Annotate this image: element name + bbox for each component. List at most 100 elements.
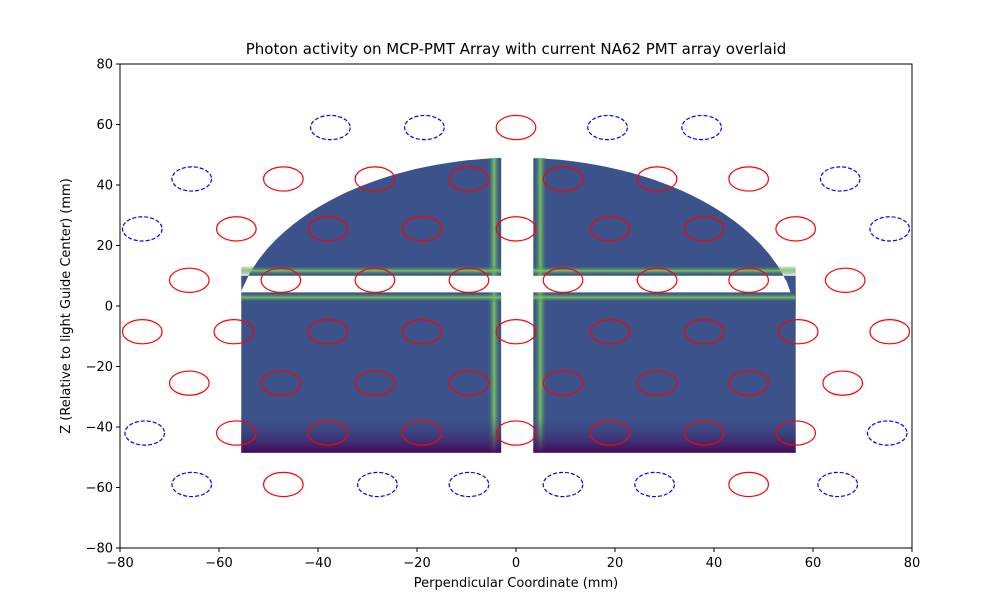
y-axis-ticks: 80 60 40 20 0 −20 −40 −60 −80: [86, 58, 120, 557]
pmt-circle-solid: [121, 319, 163, 345]
pmt-circle-solid: [495, 114, 537, 141]
pmt-circle-solid: [262, 471, 304, 498]
pmt-circle-solid: [495, 319, 537, 345]
pmt-circle-solid: [775, 420, 817, 446]
pmt-circle-dashed: [357, 471, 398, 498]
heatmap-quadrant-upper-left: [241, 157, 502, 291]
pmt-circle-solid: [542, 267, 584, 293]
pmt-circle-solid: [215, 420, 257, 446]
pmt-circle-solid: [448, 267, 490, 293]
pmt-circle-dashed: [309, 114, 351, 141]
pmt-circle-solid: [262, 166, 304, 192]
pmt-circle-solid: [824, 267, 866, 293]
pmt-circle-solid: [542, 166, 584, 192]
pmt-circle-solid: [683, 420, 725, 446]
pmt-circle-dashed: [869, 216, 911, 242]
pmt-circle-solid: [401, 216, 443, 242]
y-tick-label: −20: [86, 360, 113, 375]
heatmap-vertical-strip: [533, 157, 548, 276]
pmt-circle-dashed: [121, 216, 163, 242]
pmt-circle-solid: [448, 166, 490, 192]
pmt-circle-solid: [495, 420, 537, 446]
pmt-circle-dashed: [171, 166, 213, 192]
x-tick-label: 80: [904, 556, 921, 571]
heatmap-horizontal-strip: [533, 265, 796, 276]
pmt-circle-solid: [448, 370, 490, 396]
x-tick-label: −40: [304, 556, 331, 571]
chart-title: Photon activity on MCP-PMT Array with cu…: [246, 40, 787, 58]
y-tick-label: 60: [96, 118, 113, 133]
pmt-circle-solid: [215, 216, 257, 242]
heatmap-quadrant-upper-right: [533, 157, 796, 308]
y-tick-label: −60: [86, 481, 113, 496]
heatmap-bottom-falloff: [533, 414, 796, 453]
y-tick-label: 0: [105, 300, 113, 315]
pmt-circle-solid: [777, 319, 819, 345]
heatmap-vertical-strip: [487, 157, 502, 276]
pmt-overlay: [121, 114, 911, 498]
pmt-circle-solid: [636, 166, 678, 192]
x-tick-label: 20: [607, 556, 624, 571]
heatmap-vertical-strip: [533, 292, 548, 453]
pmt-circle-dashed: [634, 471, 675, 498]
pmt-circle-solid: [260, 370, 302, 396]
pmt-circle-solid: [307, 319, 349, 345]
pmt-circle-solid: [168, 370, 210, 396]
heatmap-bottom-falloff: [241, 414, 502, 453]
heatmap-quadrant-fill: [533, 292, 796, 453]
pmt-circle-solid: [683, 319, 725, 345]
pmt-circle-solid: [260, 267, 302, 293]
pmt-circle-dashed: [819, 166, 861, 192]
pmt-circle-solid: [589, 420, 631, 446]
heatmap-quadrant-fill: [533, 158, 796, 308]
pmt-circle-solid: [307, 216, 349, 242]
pmt-circle-solid: [307, 420, 349, 446]
x-tick-label: 40: [706, 556, 723, 571]
pmt-circle-solid: [542, 370, 584, 396]
pmt-circle-solid: [589, 216, 631, 242]
pmt-circle-solid: [728, 166, 770, 192]
heatmap-horizontal-strip: [241, 292, 502, 303]
pmt-circle-solid: [168, 267, 210, 293]
pmt-circle-solid: [728, 370, 770, 396]
pmt-circle-solid: [354, 166, 396, 192]
pmt-circle-dashed: [866, 420, 908, 446]
pmt-circle-solid: [728, 267, 770, 293]
heatmap-quadrant-fill: [241, 158, 502, 291]
pmt-circle-solid: [822, 370, 864, 396]
heatmap-layer: [241, 157, 796, 453]
pmt-circle-dashed: [587, 114, 628, 141]
pmt-circle-solid: [354, 370, 396, 396]
heatmap-quadrant-fill: [241, 292, 502, 453]
pmt-circle-dashed: [171, 471, 213, 498]
heatmap-quadrant-lower-left: [241, 292, 502, 453]
y-tick-label: −80: [86, 542, 113, 557]
heatmap-quadrant-lower-right: [533, 292, 796, 453]
pmt-circle-solid: [728, 471, 770, 498]
heatmap-horizontal-strip: [533, 292, 796, 303]
pmt-circle-dashed: [681, 114, 723, 141]
y-tick-label: 20: [96, 239, 113, 254]
pmt-circle-solid: [401, 420, 443, 446]
pmt-circle-dashed: [448, 471, 490, 498]
y-tick-label: −40: [86, 421, 113, 436]
x-tick-label: −20: [403, 556, 430, 571]
heatmap-horizontal-strip: [241, 265, 502, 276]
x-tick-label: 60: [805, 556, 822, 571]
pmt-circle-solid: [683, 216, 725, 242]
y-axis-label: Z (Relative to light Guide Center) (mm): [59, 178, 74, 434]
pmt-circle-solid: [775, 216, 817, 242]
x-axis-label: Perpendicular Coordinate (mm): [414, 576, 618, 591]
heatmap-vertical-strip: [487, 292, 502, 453]
pmt-circle-solid: [636, 267, 678, 293]
pmt-circle-solid: [401, 319, 443, 345]
pmt-circle-solid: [213, 319, 255, 345]
pmt-circle-solid: [636, 370, 678, 396]
x-tick-label: −80: [106, 556, 133, 571]
pmt-circle-solid: [354, 267, 396, 293]
pmt-circle-solid: [589, 319, 631, 345]
y-tick-label: 40: [96, 179, 113, 194]
pmt-circle-solid: [869, 319, 911, 345]
y-tick-label: 80: [96, 58, 113, 73]
